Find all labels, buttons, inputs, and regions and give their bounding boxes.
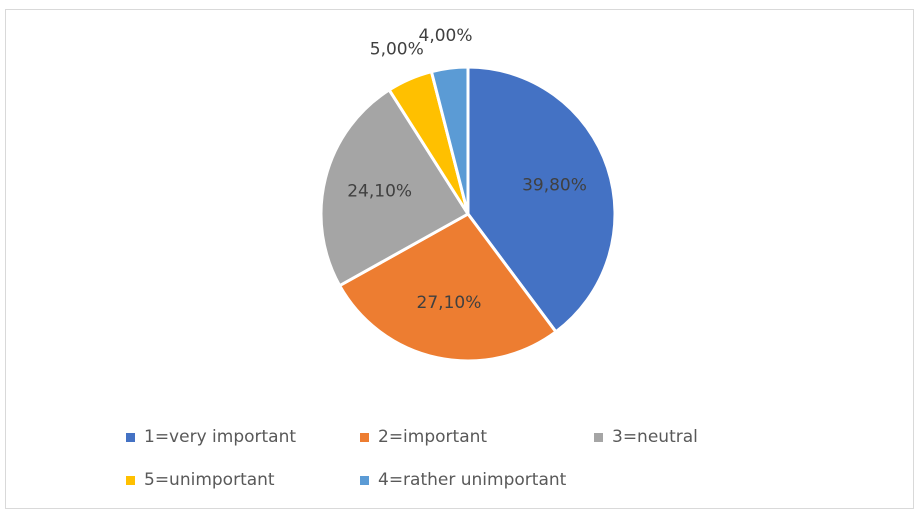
data-label: 27,10% [417, 293, 482, 313]
data-label: 5,00% [370, 39, 424, 59]
pie-slices [321, 67, 615, 361]
data-label: 24,10% [347, 182, 412, 202]
data-label: 4,00% [419, 26, 473, 46]
data-label: 39,80% [522, 175, 587, 195]
